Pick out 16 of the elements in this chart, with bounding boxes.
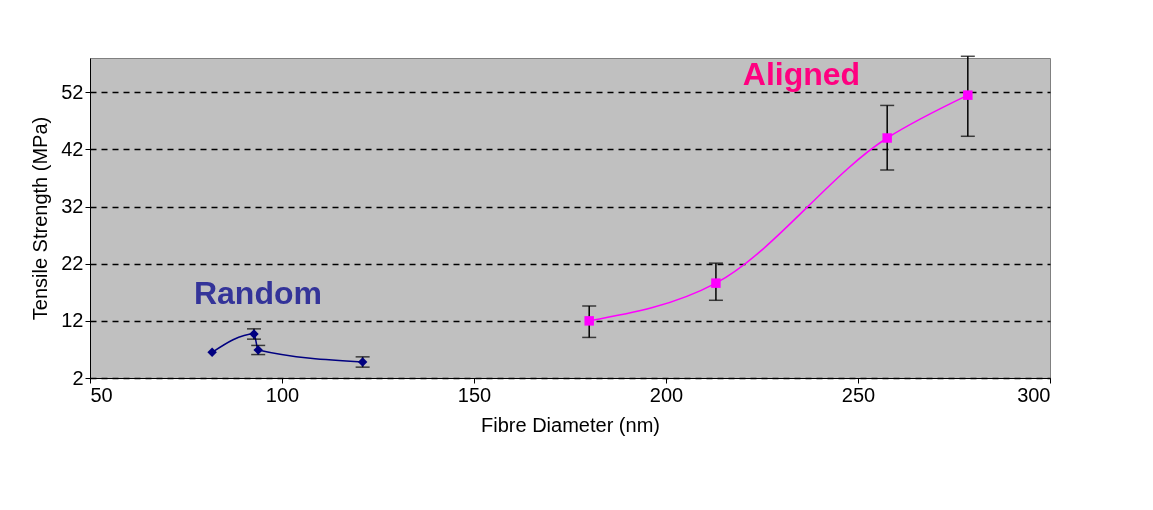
x-tick-label: 200 xyxy=(649,383,684,406)
y-tick-label: 12 xyxy=(61,309,84,332)
x-tick-label: 150 xyxy=(457,383,492,406)
y-tick-label: 42 xyxy=(61,137,84,160)
series-label: Random xyxy=(193,275,322,311)
series-label: Aligned xyxy=(742,56,861,93)
y-tick-label: 2 xyxy=(72,366,84,389)
y-tick-label: 32 xyxy=(61,195,84,218)
y-axis-title: Tensile Strength (MPa) xyxy=(29,116,52,321)
x-axis-title: Fibre Diameter (nm) xyxy=(481,413,660,436)
x-tick-label: 300 xyxy=(1017,383,1051,406)
x-tick-label: 100 xyxy=(265,383,300,406)
x-tick-label: 50 xyxy=(90,383,113,406)
y-tick-label: 52 xyxy=(61,80,84,103)
x-tick-label: 250 xyxy=(841,383,876,406)
y-tick-label: 22 xyxy=(61,252,84,275)
